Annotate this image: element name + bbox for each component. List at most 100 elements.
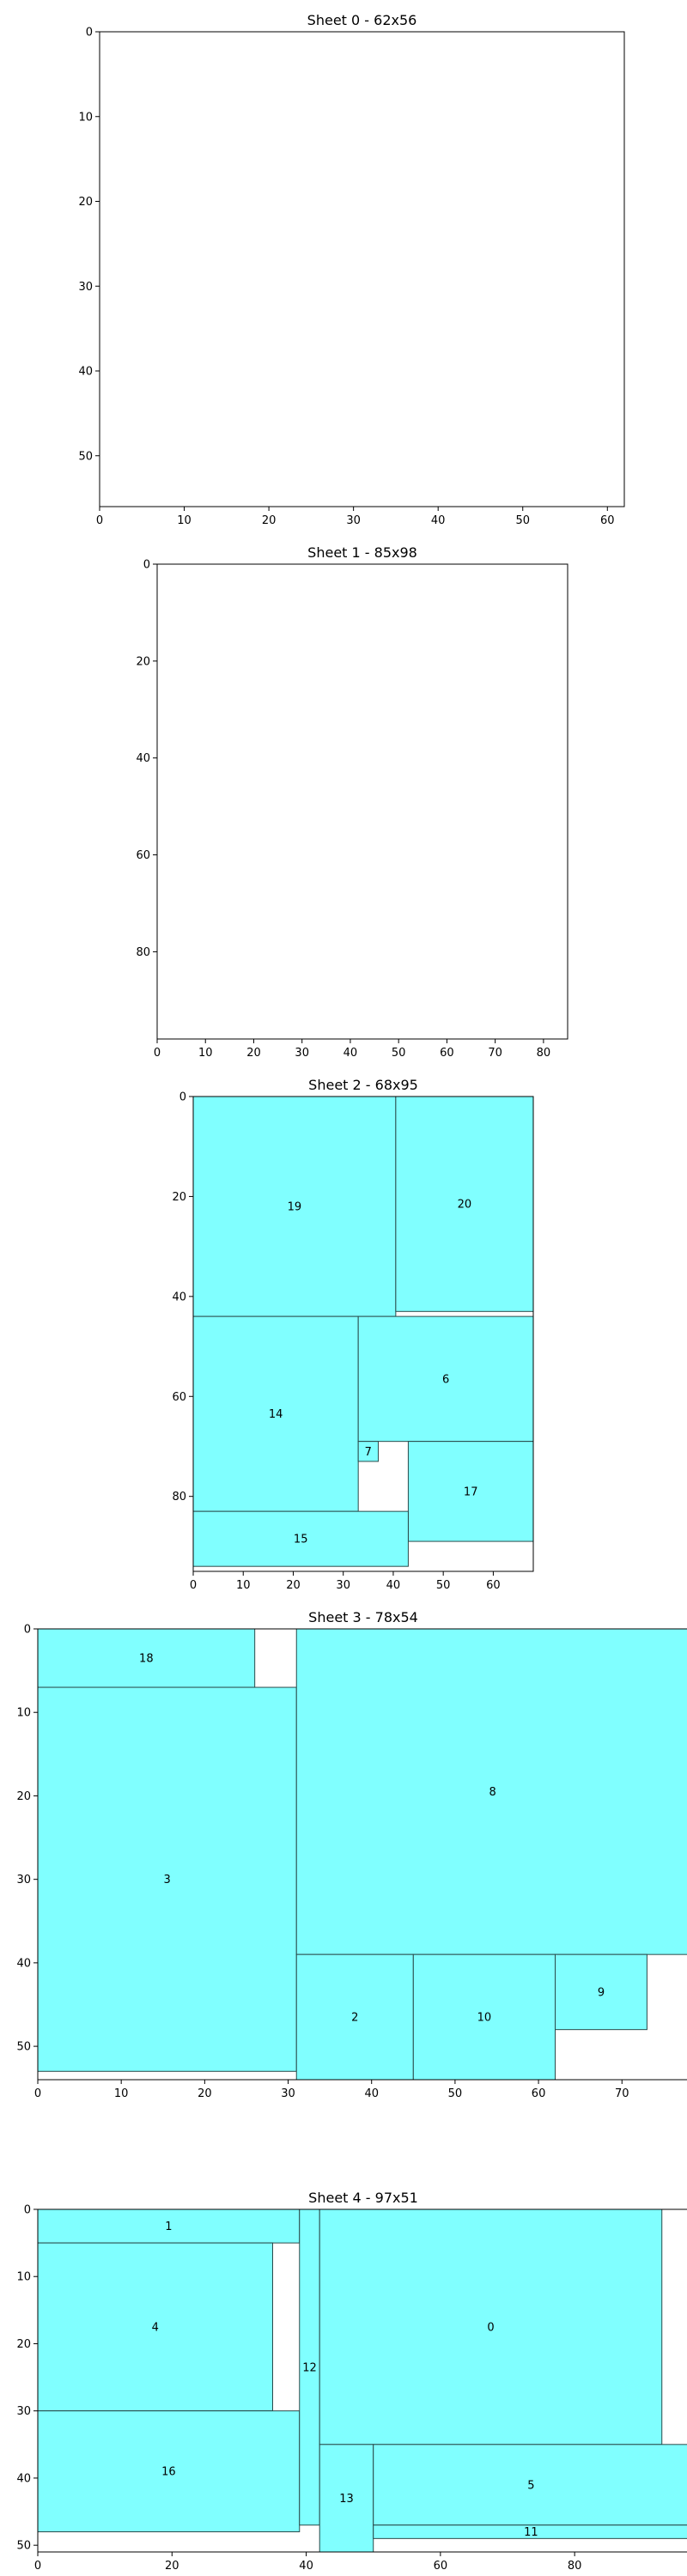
piece-label: 15 bbox=[294, 1534, 308, 1546]
piece-rect bbox=[407, 1441, 534, 1542]
x-tick-label: 50 bbox=[515, 514, 530, 527]
x-tick-label: 50 bbox=[436, 1579, 451, 1592]
piece-label: 20 bbox=[458, 1199, 472, 1212]
piece-label: 11 bbox=[524, 2526, 538, 2539]
x-tick-label: 20 bbox=[198, 2087, 212, 2100]
piece-label: 1 bbox=[165, 2221, 172, 2233]
plot-frame bbox=[37, 1628, 687, 2081]
x-tick-label: 70 bbox=[488, 1047, 502, 1060]
piece-label: 4 bbox=[152, 2321, 159, 2334]
y-tick-label: 0 bbox=[24, 1624, 31, 1637]
piece-rect bbox=[37, 2410, 301, 2533]
piece-label: 2 bbox=[351, 2012, 358, 2025]
piece-rect bbox=[192, 1510, 409, 1567]
x-tick-label: 40 bbox=[386, 1579, 401, 1592]
piece-label: 5 bbox=[527, 2479, 534, 2492]
y-tick-label: 30 bbox=[16, 2405, 31, 2418]
x-tick-label: 60 bbox=[440, 1047, 454, 1060]
y-tick-label: 50 bbox=[78, 450, 93, 463]
piece-label: 10 bbox=[477, 2012, 492, 2025]
x-tick-label: 40 bbox=[299, 2560, 313, 2573]
y-tick-label: 40 bbox=[172, 1291, 186, 1303]
y-tick-label: 60 bbox=[136, 849, 150, 862]
y-tick-label: 50 bbox=[16, 2041, 31, 2054]
x-tick-label: 30 bbox=[295, 1047, 309, 1060]
x-tick-label: 30 bbox=[336, 1579, 350, 1592]
y-tick-label: 30 bbox=[16, 1874, 31, 1886]
sheet-1: Sheet 1 - 85x98 0 10 20 30 40 50 60 70 80 0 20 40 60 8… bbox=[136, 544, 568, 1060]
y-tick-label: 20 bbox=[16, 1790, 31, 1803]
y-tick-label: 0 bbox=[24, 2204, 31, 2217]
x-tick-label: 60 bbox=[532, 2087, 546, 2100]
x-tick-label: 40 bbox=[431, 514, 446, 527]
piece-label: 7 bbox=[365, 1446, 372, 1459]
x-tick-label: 10 bbox=[236, 1579, 251, 1592]
x-tick-label: 60 bbox=[486, 1579, 501, 1592]
y-tick-label: 10 bbox=[16, 1707, 31, 1720]
y-tick-label: 0 bbox=[143, 559, 150, 572]
x-tick-label: 50 bbox=[392, 1047, 406, 1060]
sheet-4: Sheet 4 - 97x51 1 4 16 12 0 13 5 11 0 20 40 60 80 0 10 2… bbox=[16, 2190, 687, 2573]
y-tick-label: 40 bbox=[16, 1957, 31, 1970]
piece-label: 17 bbox=[464, 1485, 478, 1498]
y-tick-label: 50 bbox=[16, 2540, 31, 2553]
x-tick-label: 10 bbox=[177, 514, 192, 527]
x-tick-label: 30 bbox=[281, 2087, 295, 2100]
x-tick-label: 40 bbox=[344, 1047, 358, 1060]
y-tick-label: 0 bbox=[179, 1091, 186, 1104]
piece-rect bbox=[412, 1953, 556, 2081]
x-tick-label: 10 bbox=[198, 1047, 213, 1060]
plot-frame bbox=[99, 31, 625, 507]
y-tick-label: 10 bbox=[78, 111, 93, 124]
sheet-title: Sheet 4 - 97x51 bbox=[308, 2190, 418, 2206]
piece-label: 19 bbox=[288, 1201, 302, 1214]
piece-label: 12 bbox=[302, 2361, 317, 2374]
sheet-0: Sheet 0 - 62x56 0 10 20 30 40 50 60 0 10 20 30 40 50 bbox=[78, 12, 625, 527]
x-tick-label: 0 bbox=[96, 514, 103, 527]
y-tick-label: 20 bbox=[16, 2338, 31, 2351]
plot-frame bbox=[156, 563, 568, 1040]
y-tick-label: 30 bbox=[78, 281, 93, 294]
plot-frame bbox=[192, 1096, 534, 1572]
x-tick-label: 80 bbox=[537, 1047, 551, 1060]
x-tick-label: 0 bbox=[154, 1047, 161, 1060]
piece-label: 8 bbox=[489, 1786, 495, 1799]
piece-rect bbox=[319, 2208, 663, 2445]
sheet-2: Sheet 2 - 68x95 19 20 14 6 7 17 15 0 10 20 30 40 50 60… bbox=[172, 1077, 534, 1592]
piece-rect bbox=[295, 1953, 414, 2081]
piece-label: 13 bbox=[339, 2493, 354, 2506]
y-tick-label: 20 bbox=[78, 196, 93, 209]
piece-label: 6 bbox=[442, 1373, 449, 1386]
piece-rect bbox=[555, 1953, 647, 2031]
piece-label: 9 bbox=[598, 1986, 605, 1999]
x-tick-label: 0 bbox=[34, 2087, 41, 2100]
x-tick-label: 20 bbox=[262, 514, 277, 527]
piece-rect bbox=[192, 1096, 397, 1317]
piece-label: 16 bbox=[161, 2466, 176, 2479]
piece-rect bbox=[37, 1628, 256, 1688]
x-tick-label: 60 bbox=[434, 2560, 448, 2573]
x-tick-label: 10 bbox=[114, 2087, 129, 2100]
y-tick-label: 10 bbox=[16, 2271, 31, 2284]
plot-frame bbox=[37, 2208, 687, 2553]
sheet-title: Sheet 3 - 78x54 bbox=[308, 1609, 418, 1625]
x-tick-label: 20 bbox=[286, 1579, 301, 1592]
x-tick-label: 50 bbox=[448, 2087, 463, 2100]
x-tick-label: 40 bbox=[364, 2087, 379, 2100]
piece-rect bbox=[373, 2524, 687, 2539]
y-tick-label: 20 bbox=[136, 655, 150, 668]
sheet-title: Sheet 1 - 85x98 bbox=[307, 544, 417, 561]
x-tick-label: 60 bbox=[600, 514, 615, 527]
piece-label: 18 bbox=[139, 1653, 154, 1666]
y-tick-label: 40 bbox=[78, 366, 93, 379]
sheet-title: Sheet 2 - 68x95 bbox=[308, 1077, 418, 1093]
piece-rect bbox=[37, 1686, 297, 2072]
sheet-3: Sheet 3 - 78x54 18 3 8 2 10 9 0 10 20 30 40 50 60 70 0 1… bbox=[16, 1609, 687, 2100]
y-tick-label: 60 bbox=[172, 1391, 186, 1404]
piece-rect bbox=[37, 2242, 274, 2412]
x-tick-label: 0 bbox=[34, 2560, 41, 2573]
x-tick-label: 30 bbox=[346, 514, 361, 527]
piece-rect bbox=[395, 1096, 534, 1312]
